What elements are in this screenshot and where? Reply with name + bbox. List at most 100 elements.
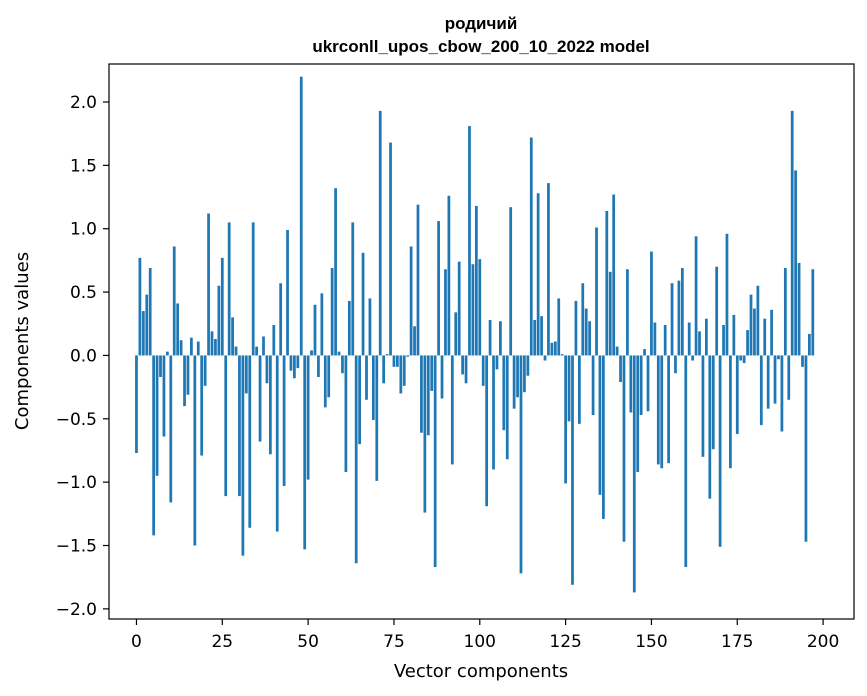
bar-74: [389, 142, 392, 356]
bar-119: [543, 355, 547, 361]
bar-69: [371, 355, 375, 421]
bar-95: [461, 355, 464, 375]
y-tick-label: 2.0: [70, 93, 97, 113]
bar-87: [433, 355, 437, 568]
x-tick-label: 25: [211, 632, 233, 652]
x-tick-label: 175: [721, 632, 753, 652]
chart-title: родичий: [445, 14, 518, 33]
bar-196: [808, 333, 811, 356]
bar-182: [759, 355, 763, 426]
bar-117: [536, 193, 540, 356]
bar-152: [656, 355, 660, 465]
bar-27: [227, 222, 231, 356]
bar-82: [416, 204, 420, 356]
bar-71: [378, 110, 382, 356]
bar-111: [516, 355, 519, 398]
bar-149: [646, 355, 650, 412]
bar-31: [241, 355, 245, 556]
bar-187: [777, 355, 780, 360]
bar-59: [337, 351, 341, 356]
y-tick-label: 1.0: [70, 220, 97, 240]
bar-73: [385, 354, 389, 356]
bar-25: [220, 257, 224, 356]
bar-135: [598, 355, 602, 495]
bar-67: [365, 355, 368, 400]
bar-94: [457, 261, 461, 356]
bar-106: [499, 321, 502, 356]
bar-165: [701, 355, 705, 457]
bar-174: [732, 314, 736, 356]
y-tick-label: 0.5: [70, 283, 97, 303]
bar-195: [804, 355, 808, 542]
bar-38: [265, 355, 269, 384]
bar-131: [584, 308, 588, 356]
bar-61: [344, 355, 348, 473]
bars-group: [135, 76, 815, 593]
y-tick-label: 0.0: [70, 346, 97, 366]
bar-20: [203, 355, 207, 386]
bar-178: [746, 330, 749, 356]
bar-36: [258, 355, 262, 442]
x-tick-label: 200: [807, 632, 839, 652]
bar-150: [650, 251, 653, 356]
x-tick-label: 150: [635, 632, 667, 652]
bar-121: [550, 342, 554, 356]
bar-46: [293, 355, 296, 379]
bar-44: [286, 229, 289, 356]
bar-115: [529, 137, 533, 356]
bar-70: [375, 355, 379, 481]
bar-134: [595, 227, 598, 356]
bar-99: [474, 205, 478, 356]
bar-160: [684, 355, 688, 568]
bar-192: [794, 170, 798, 356]
bar-156: [670, 283, 674, 356]
bar-75: [392, 355, 396, 367]
bar-3: [145, 294, 149, 356]
bar-34: [251, 222, 255, 356]
x-tick-label: 75: [383, 632, 405, 652]
bar-6: [155, 355, 159, 476]
bar-112: [519, 355, 523, 574]
bar-169: [715, 266, 719, 356]
bar-92: [450, 355, 454, 465]
bar-183: [763, 318, 767, 356]
bar-154: [663, 325, 667, 356]
bar-9: [165, 351, 169, 356]
bar-127: [571, 355, 574, 585]
bar-57: [330, 268, 334, 356]
bar-62: [347, 300, 351, 356]
bar-10: [169, 355, 173, 503]
bar-151: [653, 322, 657, 356]
bar-132: [588, 321, 592, 356]
bar-35: [255, 346, 258, 356]
bar-11: [172, 246, 176, 356]
bar-113: [523, 355, 526, 393]
y-tick-label: −1.5: [56, 537, 97, 557]
bar-163: [694, 236, 698, 356]
bar-116: [533, 319, 537, 356]
bar-153: [660, 355, 664, 469]
bar-144: [629, 355, 633, 413]
bar-24: [217, 285, 221, 356]
bar-88: [437, 221, 440, 356]
bar-54: [320, 293, 324, 356]
y-tick-label: 1.5: [70, 156, 97, 176]
bar-162: [691, 355, 695, 361]
bar-23: [214, 338, 217, 356]
bar-77: [399, 355, 403, 394]
bar-81: [413, 326, 416, 356]
bar-139: [612, 194, 616, 356]
bar-108: [505, 355, 509, 460]
bar-184: [766, 355, 770, 409]
bar-33: [248, 355, 252, 528]
y-axis-label: Components values: [12, 252, 33, 430]
bar-189: [783, 268, 787, 356]
bar-173: [729, 355, 732, 469]
bar-158: [677, 280, 681, 356]
bar-145: [632, 355, 636, 593]
bar-51: [310, 350, 313, 356]
bar-83: [420, 355, 423, 433]
bar-28: [231, 317, 234, 356]
